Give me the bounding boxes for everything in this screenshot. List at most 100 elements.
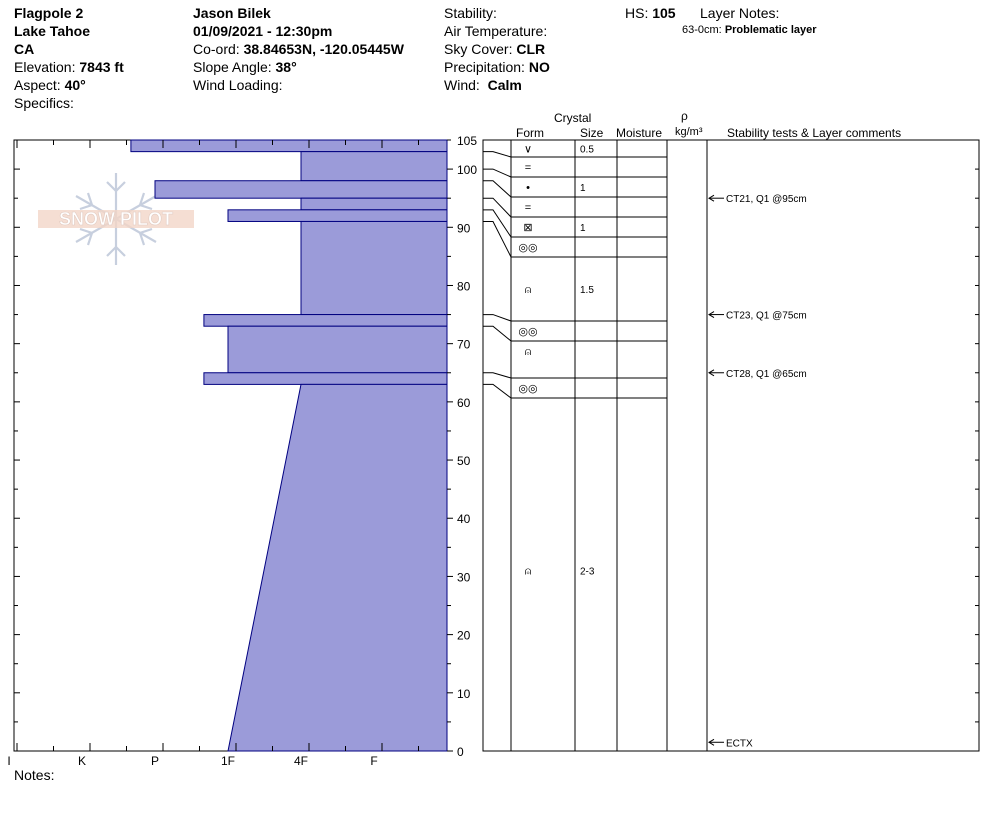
crystal-size: 0.5 xyxy=(580,145,594,156)
wind-label: Wind: xyxy=(444,77,480,93)
elevation-value: 7843 ft xyxy=(79,59,124,75)
logo-text: SNOW PILOT xyxy=(59,209,173,229)
precip-label: Precipitation: xyxy=(444,59,525,75)
layer-connector xyxy=(483,180,512,198)
stability-test-arrowhead xyxy=(708,311,715,319)
crystal-form-symbol: = xyxy=(525,202,531,214)
depth-tick-label: 60 xyxy=(457,396,471,410)
air-temp-label: Air Temperature: xyxy=(444,23,548,39)
layer-connector xyxy=(483,151,512,158)
layer-connector xyxy=(483,209,512,238)
coord-label: Co-ord: xyxy=(193,41,240,57)
crystal-form-symbol: ⍝ xyxy=(525,346,532,358)
layer-table-frame xyxy=(482,139,980,752)
sky-value: CLR xyxy=(516,41,546,57)
stability-test-arrowhead xyxy=(708,194,715,202)
coord-value: 38.84653N, -120.05445W xyxy=(243,41,404,57)
layer-connector xyxy=(483,383,512,399)
wind-field: Wind: Calm xyxy=(444,76,522,94)
size-header: Size xyxy=(580,126,604,140)
depth-tick-label: 105 xyxy=(457,134,477,148)
hardness-tick-label: I xyxy=(7,754,10,768)
layer-note-range: 63-0cm: xyxy=(682,24,722,36)
sky-field: Sky Cover: CLR xyxy=(444,40,545,58)
notes-label: Notes: xyxy=(14,767,55,783)
hardness-bar xyxy=(203,372,448,385)
stability-test-arrowhead xyxy=(708,738,715,746)
sky-label: Sky Cover: xyxy=(444,41,513,57)
crystal-size: 1 xyxy=(580,183,586,194)
wind-loading-label: Wind Loading: xyxy=(193,77,283,93)
hardness-bar xyxy=(300,197,448,211)
depth-tick-label: 70 xyxy=(457,338,471,352)
depth-tick-label: 10 xyxy=(457,687,471,701)
crystal-form-symbol: ⍝ xyxy=(525,284,532,296)
elevation-label: Elevation: xyxy=(14,59,76,75)
depth-tick-label: 0 xyxy=(457,745,464,759)
hardness-bar xyxy=(203,314,448,327)
form-header: Form xyxy=(516,126,544,140)
depth-tick-label: 20 xyxy=(457,629,471,643)
hardness-bar xyxy=(300,220,448,316)
crystal-form-symbol: ◎◎ xyxy=(518,326,537,338)
precip-field: Precipitation: NO xyxy=(444,58,550,76)
aspect-label: Aspect: xyxy=(14,77,61,93)
stability-test-label: ECTX xyxy=(726,738,753,749)
crystal-header: Crystal xyxy=(554,111,592,125)
stability-label: Stability: xyxy=(444,5,497,21)
layer-connector xyxy=(483,325,512,342)
precip-value: NO xyxy=(528,59,550,75)
hardness-tick-label: K xyxy=(78,754,86,768)
crystal-form-symbol: ◎◎ xyxy=(518,242,537,254)
range-name: Lake Tahoe xyxy=(14,23,90,39)
layer-note: 63-0cm: Problematic layer xyxy=(682,24,817,36)
depth-tick-label: 90 xyxy=(457,221,471,235)
crystal-form-symbol: ◎◎ xyxy=(518,383,537,395)
wind-value: Calm xyxy=(487,77,522,93)
slope-label: Slope Angle: xyxy=(193,59,272,75)
hardness-tick-label: P xyxy=(151,754,159,768)
hardness-bar xyxy=(227,383,448,752)
crystal-form-symbol: • xyxy=(526,182,530,194)
snowpilot-logo: SNOW PILOT xyxy=(38,173,194,265)
hardness-tick-label: 4F xyxy=(294,754,308,768)
crystal-form-symbol: ⍝ xyxy=(525,565,532,577)
layer-connector xyxy=(483,314,512,322)
hs-value: 105 xyxy=(652,5,676,21)
observation-datetime: 01/09/2021 - 12:30pm xyxy=(193,23,333,39)
aspect-field: Aspect: 40° xyxy=(14,76,86,94)
elevation-field: Elevation: 7843 ft xyxy=(14,58,124,76)
hardness-tick-label: F xyxy=(370,754,377,768)
layer-notes-label: Layer Notes: xyxy=(700,5,780,21)
layer-connector xyxy=(483,372,512,379)
depth-tick-label: 40 xyxy=(457,512,471,526)
specifics-label: Specifics: xyxy=(14,95,74,111)
hs-label: HS: xyxy=(625,5,649,21)
depth-tick-label: 50 xyxy=(457,454,471,468)
hardness-bar xyxy=(154,180,448,199)
hs-field: HS: 105 xyxy=(625,4,676,22)
rho-header: ρ xyxy=(681,109,688,123)
stability-test-label: CT23, Q1 @75cm xyxy=(726,311,807,322)
slope-field: Slope Angle: 38° xyxy=(193,58,297,76)
coord-field: Co-ord: 38.84653N, -120.05445W xyxy=(193,40,404,58)
stability-test-label: CT21, Q1 @95cm xyxy=(726,194,807,205)
depth-tick-label: 100 xyxy=(457,163,477,177)
crystal-form-symbol: = xyxy=(525,162,531,174)
crystal-size: 1.5 xyxy=(580,285,594,296)
comments-header: Stability tests & Layer comments xyxy=(727,126,902,140)
observer-name: Jason Bilek xyxy=(193,5,271,21)
hardness-bar xyxy=(227,209,448,222)
crystal-form-symbol: ⊠ xyxy=(523,222,532,234)
density-header: kg/m³ xyxy=(675,126,703,138)
location-name: Flagpole 2 xyxy=(14,5,84,21)
hardness-bar xyxy=(130,139,448,153)
crystal-size: 2-3 xyxy=(580,566,595,577)
hardness-bar xyxy=(227,325,448,374)
stability-test-label: CT28, Q1 @65cm xyxy=(726,369,807,380)
moisture-header: Moisture xyxy=(616,126,663,140)
aspect-value: 40° xyxy=(64,77,86,93)
depth-tick-label: 80 xyxy=(457,279,471,293)
stability-test-arrowhead xyxy=(708,369,715,377)
layer-connector xyxy=(483,197,512,218)
